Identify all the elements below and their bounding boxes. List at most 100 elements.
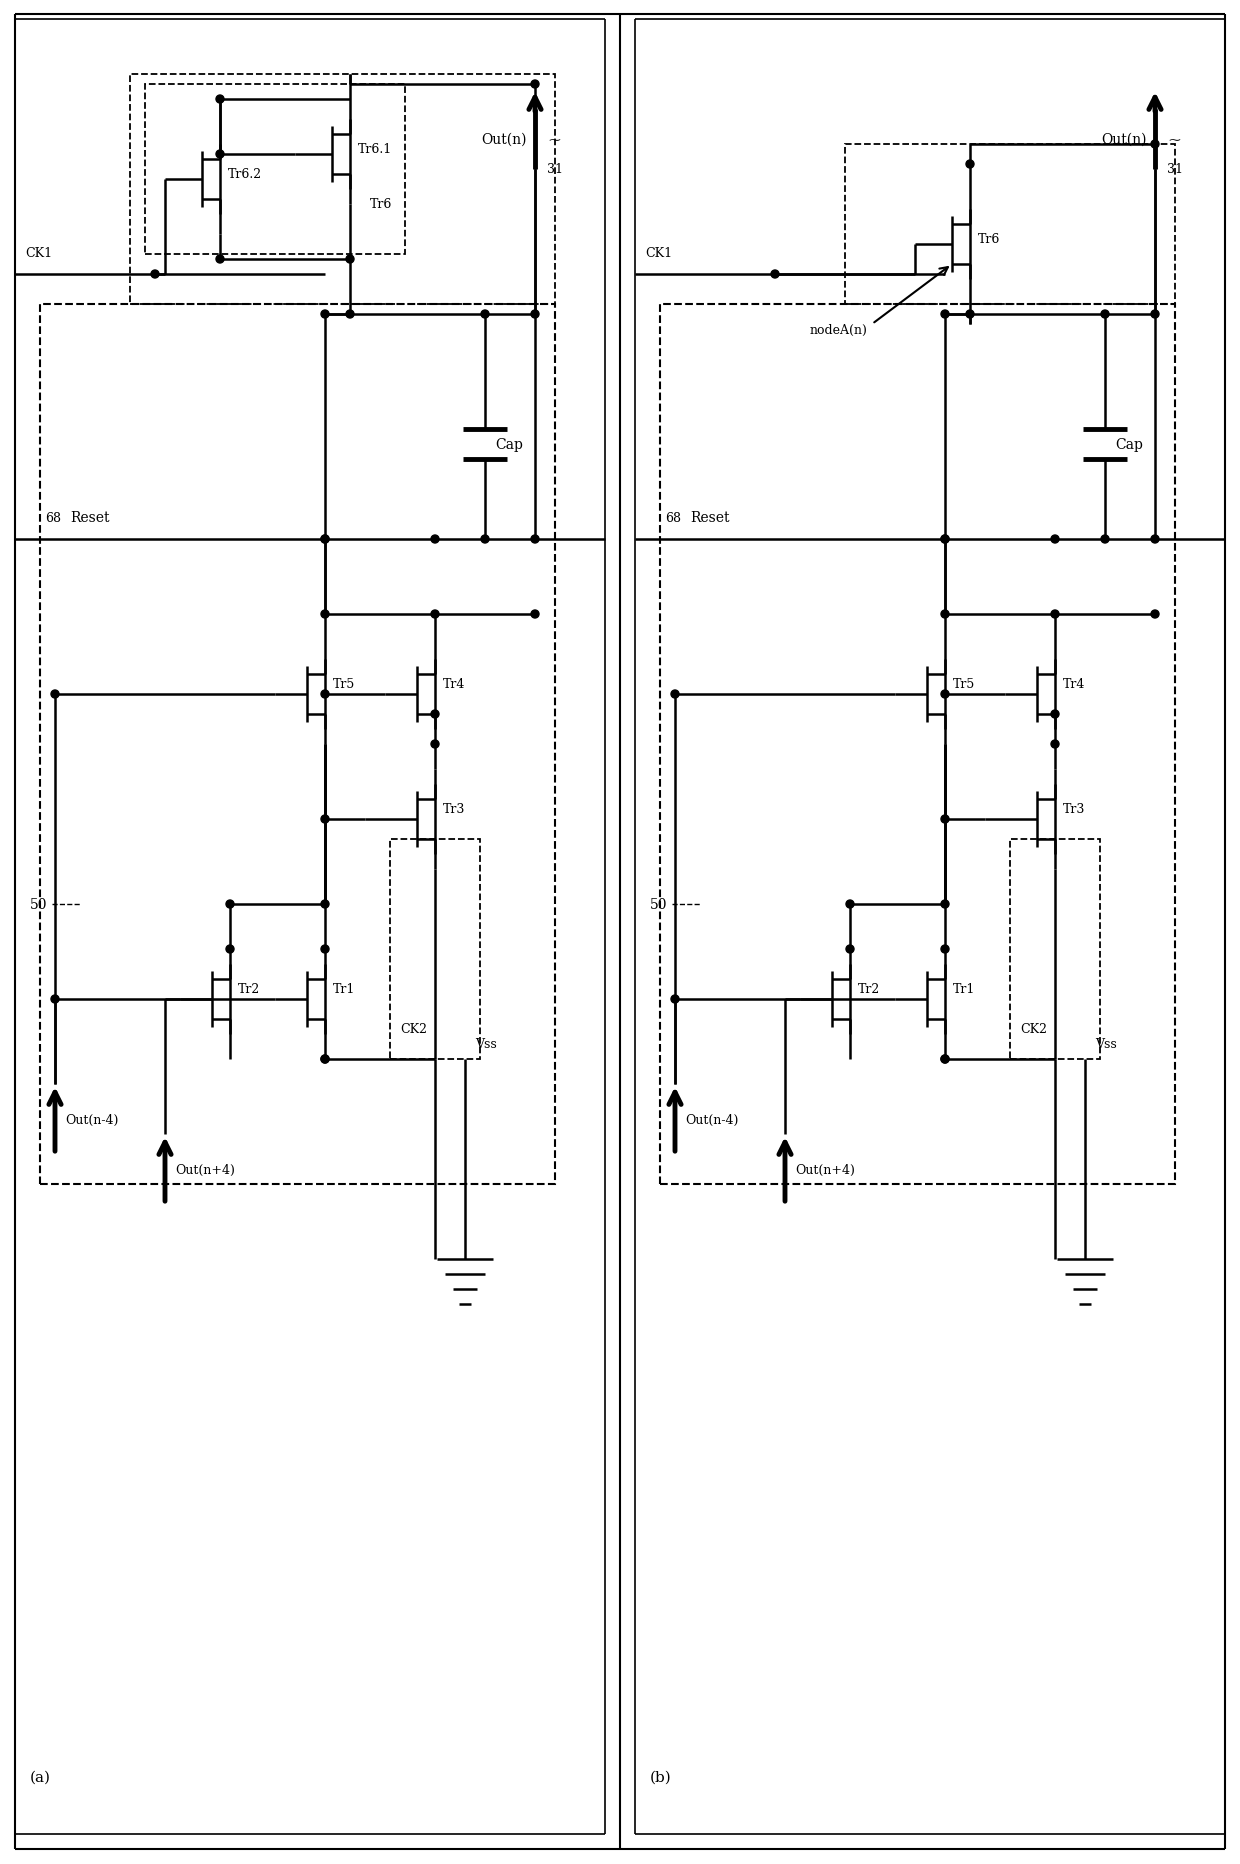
Circle shape [432, 535, 439, 544]
Circle shape [846, 900, 854, 908]
Circle shape [151, 270, 159, 280]
Circle shape [941, 535, 949, 544]
Circle shape [432, 710, 439, 720]
Circle shape [321, 311, 329, 319]
Text: Reset: Reset [689, 511, 729, 526]
Text: Reset: Reset [69, 511, 109, 526]
Text: (a): (a) [30, 1771, 51, 1784]
Text: CK1: CK1 [25, 246, 52, 259]
Circle shape [671, 692, 680, 699]
Text: Vss: Vss [1095, 1038, 1117, 1051]
Circle shape [1151, 142, 1159, 149]
Circle shape [941, 945, 949, 954]
Circle shape [216, 151, 224, 158]
Circle shape [1101, 311, 1109, 319]
Text: Out(n-4): Out(n-4) [64, 1113, 118, 1126]
Text: Tr4: Tr4 [1063, 678, 1085, 692]
Circle shape [226, 900, 234, 908]
Bar [130, 75, 556, 306]
Circle shape [941, 311, 949, 319]
Circle shape [216, 255, 224, 265]
Circle shape [51, 692, 60, 699]
Circle shape [941, 1055, 949, 1064]
Bar [1011, 839, 1100, 1059]
Bar [391, 839, 480, 1059]
Bar [844, 145, 1176, 306]
Text: CK2: CK2 [1021, 1023, 1047, 1036]
Text: 68: 68 [665, 513, 681, 526]
Circle shape [966, 311, 973, 319]
Circle shape [321, 692, 329, 699]
Circle shape [321, 816, 329, 824]
Circle shape [941, 900, 949, 908]
Text: 50: 50 [650, 898, 667, 911]
Text: Out(n-4): Out(n-4) [684, 1113, 738, 1126]
Circle shape [1151, 311, 1159, 319]
Circle shape [1101, 535, 1109, 544]
Text: 68: 68 [45, 513, 61, 526]
Circle shape [321, 535, 329, 544]
Circle shape [321, 1055, 329, 1064]
Text: Cap: Cap [495, 438, 523, 451]
Circle shape [941, 692, 949, 699]
Text: Vss: Vss [475, 1038, 497, 1051]
Text: Tr6.1: Tr6.1 [358, 144, 392, 157]
Circle shape [1052, 740, 1059, 749]
Text: Tr1: Tr1 [334, 982, 356, 995]
Text: Out(n): Out(n) [481, 132, 527, 147]
Bar [660, 306, 1176, 1184]
Bar [145, 86, 405, 255]
Circle shape [432, 740, 439, 749]
Text: 31: 31 [1167, 164, 1183, 177]
Circle shape [51, 995, 60, 1003]
Circle shape [481, 311, 489, 319]
Text: ~: ~ [547, 132, 560, 149]
Text: Cap: Cap [1115, 438, 1143, 451]
Circle shape [771, 270, 779, 280]
Text: Tr5: Tr5 [334, 678, 355, 692]
Circle shape [531, 535, 539, 544]
Circle shape [941, 816, 949, 824]
Text: ~: ~ [1167, 132, 1180, 149]
Circle shape [1151, 611, 1159, 619]
Text: Tr3: Tr3 [1063, 803, 1085, 816]
Circle shape [966, 160, 973, 170]
Text: Out(n+4): Out(n+4) [175, 1163, 234, 1176]
Text: Tr2: Tr2 [238, 982, 260, 995]
Circle shape [846, 945, 854, 954]
Text: Out(n): Out(n) [1101, 132, 1147, 147]
Circle shape [346, 311, 353, 319]
Circle shape [432, 611, 439, 619]
Circle shape [531, 311, 539, 319]
Text: 50: 50 [30, 898, 47, 911]
Text: Tr6.2: Tr6.2 [228, 168, 262, 181]
Circle shape [1052, 611, 1059, 619]
Circle shape [531, 611, 539, 619]
Text: Tr5: Tr5 [954, 678, 975, 692]
Circle shape [1151, 535, 1159, 544]
Circle shape [671, 995, 680, 1003]
Circle shape [941, 535, 949, 544]
Text: CK1: CK1 [645, 246, 672, 259]
Circle shape [321, 535, 329, 544]
Circle shape [321, 611, 329, 619]
Circle shape [531, 80, 539, 89]
Text: Tr2: Tr2 [858, 982, 880, 995]
Text: (b): (b) [650, 1771, 672, 1784]
Circle shape [1052, 710, 1059, 720]
Text: Tr1: Tr1 [954, 982, 976, 995]
Circle shape [321, 1055, 329, 1064]
Bar [40, 306, 556, 1184]
Circle shape [941, 1055, 949, 1064]
Circle shape [1052, 535, 1059, 544]
Text: Tr3: Tr3 [443, 803, 465, 816]
Text: CK2: CK2 [401, 1023, 427, 1036]
Circle shape [321, 900, 329, 908]
Text: Out(n+4): Out(n+4) [795, 1163, 854, 1176]
Text: 31: 31 [547, 164, 563, 177]
Circle shape [481, 535, 489, 544]
Circle shape [941, 611, 949, 619]
Circle shape [346, 255, 353, 265]
Text: Tr6: Tr6 [978, 233, 1001, 246]
Text: nodeA(n): nodeA(n) [810, 322, 867, 336]
